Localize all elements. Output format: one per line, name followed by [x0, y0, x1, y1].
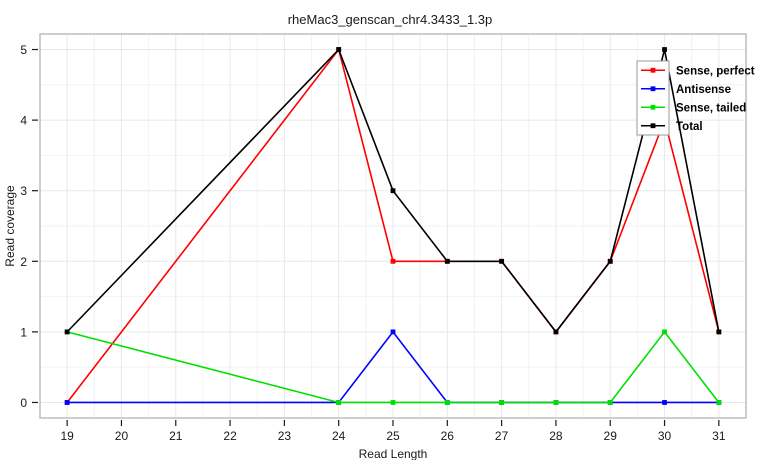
x-tick-label: 20: [115, 429, 129, 443]
chart-legend: Sense, perfect Antisense Sense, tailed Tota…: [636, 60, 755, 136]
data-point: [390, 188, 396, 194]
x-tick-label: 26: [441, 429, 455, 443]
y-tick-label: 0: [20, 396, 27, 410]
data-point: [662, 400, 667, 405]
data-point: [499, 400, 505, 405]
x-axis-title: Read Length: [359, 447, 428, 460]
data-point: [336, 400, 342, 405]
data-point: [336, 47, 342, 52]
data-point: [553, 329, 559, 335]
data-point: [662, 47, 667, 52]
x-tick-label: 29: [604, 429, 618, 443]
data-point: [390, 329, 396, 335]
legend-marker: [650, 123, 656, 129]
legend-label: Sense, perfect: [676, 65, 755, 77]
x-tick-label: 22: [223, 429, 237, 443]
data-point: [390, 258, 396, 264]
x-tick-label: 27: [495, 429, 509, 443]
data-point: [444, 400, 450, 405]
data-point: [607, 400, 613, 405]
y-tick-label: 4: [20, 114, 27, 128]
legend-marker: [650, 104, 656, 110]
legend-swatch-box: [636, 60, 670, 136]
plot-frame: [39, 33, 747, 419]
y-tick-label: 3: [20, 184, 27, 198]
legend-label: Total: [676, 121, 703, 133]
data-point: [64, 329, 70, 335]
y-tick-label: 2: [20, 255, 27, 269]
x-tick-label: 24: [332, 429, 346, 443]
y-tick-label: 5: [20, 43, 27, 57]
x-tick-label: 19: [60, 429, 74, 443]
legend-label: Antisense: [676, 84, 731, 96]
legend-label: Sense, tailed: [676, 102, 746, 114]
legend-marker: [650, 67, 656, 73]
x-tick-label: 23: [278, 429, 292, 443]
x-tick-label: 28: [549, 429, 563, 443]
chart-title: rheMac3_genscan_chr4.3433_1.3p: [287, 12, 493, 27]
x-tick-label: 31: [712, 429, 726, 443]
data-point: [716, 400, 722, 405]
data-point: [499, 258, 505, 264]
x-tick-label: 30: [658, 429, 672, 443]
data-point: [716, 329, 722, 335]
data-point: [553, 400, 559, 405]
data-point: [444, 258, 450, 264]
data-point: [64, 400, 70, 405]
y-tick-label: 1: [20, 325, 27, 339]
y-axis-title: Read coverage: [3, 185, 17, 267]
data-point: [390, 400, 396, 405]
x-tick-label: 21: [169, 429, 183, 443]
data-point: [607, 258, 613, 264]
x-tick-label: 25: [386, 429, 400, 443]
data-point: [662, 329, 667, 335]
legend-marker: [650, 86, 656, 92]
